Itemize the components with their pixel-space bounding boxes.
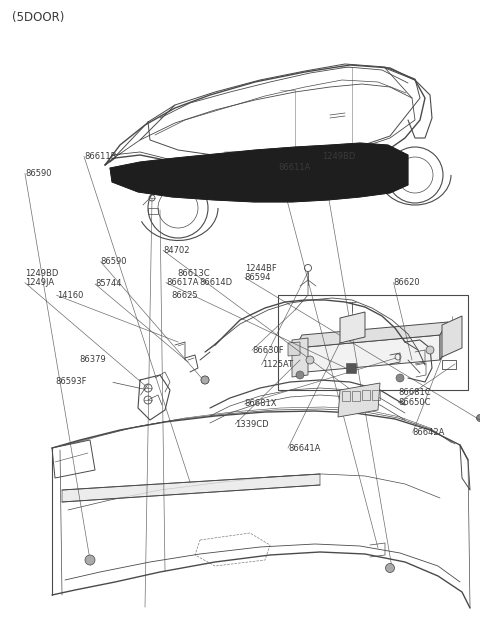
Text: (5DOOR): (5DOOR) (12, 11, 64, 25)
Text: 85744: 85744 (95, 280, 121, 288)
Text: 86590: 86590 (25, 169, 51, 178)
Polygon shape (62, 474, 320, 502)
Text: 86594: 86594 (245, 273, 271, 282)
Text: 1249BD: 1249BD (322, 152, 355, 161)
Bar (362, 390, 370, 400)
Bar (342, 391, 350, 401)
Polygon shape (440, 322, 448, 360)
Text: 86617A: 86617A (166, 278, 199, 287)
Circle shape (201, 376, 209, 384)
Circle shape (385, 563, 395, 572)
Text: 86614D: 86614D (199, 278, 232, 287)
Text: 86593F: 86593F (55, 377, 87, 386)
Circle shape (426, 346, 434, 354)
Text: 86590: 86590 (101, 257, 127, 266)
Circle shape (477, 415, 480, 422)
Text: 86650C: 86650C (398, 398, 431, 407)
Circle shape (296, 371, 304, 379)
Text: 86613C: 86613C (178, 269, 210, 278)
Text: 86620: 86620 (394, 278, 420, 287)
Text: 84702: 84702 (163, 246, 190, 255)
Text: 86611A: 86611A (278, 163, 311, 172)
Polygon shape (288, 342, 300, 356)
Text: 86379: 86379 (79, 355, 106, 364)
Circle shape (306, 356, 314, 364)
Text: 1339CD: 1339CD (235, 420, 269, 428)
Bar (372, 389, 380, 399)
Text: 86625: 86625 (172, 291, 198, 300)
Text: 1249BD: 1249BD (25, 269, 59, 278)
Polygon shape (110, 143, 408, 202)
Text: 86681C: 86681C (398, 388, 431, 397)
Polygon shape (338, 383, 380, 417)
Text: 1244BF: 1244BF (245, 264, 276, 273)
Polygon shape (295, 322, 448, 348)
Text: 86611B: 86611B (84, 152, 117, 161)
Circle shape (85, 555, 95, 565)
Text: 86681X: 86681X (245, 399, 277, 408)
Bar (346, 363, 356, 373)
Text: 1249JA: 1249JA (25, 278, 54, 287)
Text: 86642A: 86642A (413, 428, 445, 437)
Text: 86641A: 86641A (288, 444, 320, 452)
Text: 86630F: 86630F (252, 346, 284, 355)
Polygon shape (442, 316, 462, 357)
Text: 14160: 14160 (57, 291, 83, 300)
Bar (352, 391, 360, 401)
Circle shape (201, 376, 209, 384)
Text: 1125AT: 1125AT (262, 360, 293, 369)
Circle shape (396, 374, 404, 382)
Polygon shape (295, 335, 440, 373)
Polygon shape (340, 312, 365, 343)
Bar (148, 208, 158, 214)
Polygon shape (292, 338, 308, 377)
Bar (442, 360, 456, 369)
